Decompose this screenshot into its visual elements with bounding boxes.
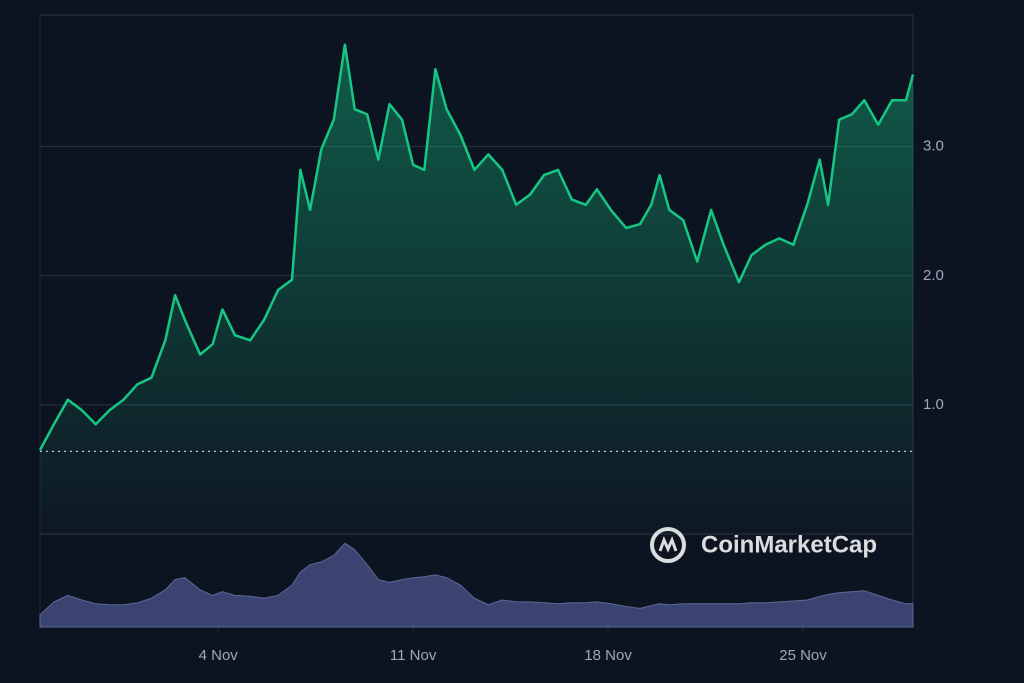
price-line (38, 43, 915, 451)
x-tick-label: 18 Nov (584, 647, 632, 664)
volume-area (39, 542, 914, 628)
logo-mark (658, 535, 678, 553)
watermark: CoinMarketCap (650, 527, 877, 563)
price-area (40, 44, 913, 534)
y-tick-label: 3.0 (923, 138, 944, 155)
y-tick-label: 1.0 (923, 396, 944, 413)
watermark-text: CoinMarketCap (701, 531, 877, 558)
x-tick-label: 11 Nov (390, 647, 437, 664)
y-tick-label: 2.0 (923, 267, 944, 284)
x-tick-label: 4 Nov (199, 647, 239, 664)
x-tick-label: 25 Nov (779, 647, 827, 664)
